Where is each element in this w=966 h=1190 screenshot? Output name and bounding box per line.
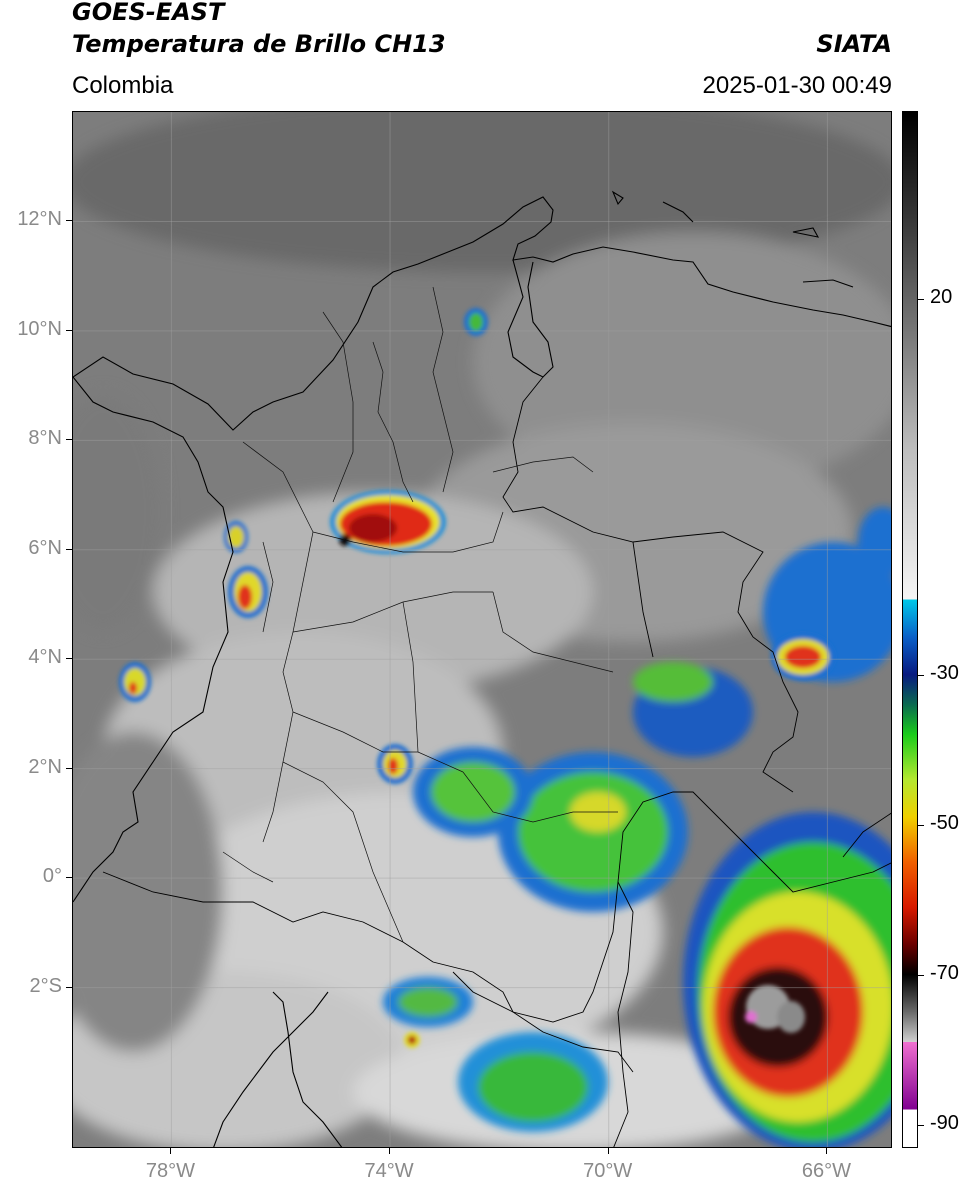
colorbar-tick [918,1125,924,1127]
lon-label: 78°W [145,1160,195,1182]
lat-label: 8°N [28,427,62,450]
colorbar-tick-label: -30 [930,661,959,684]
lat-tick [66,220,72,222]
product-title: Temperatura de Brillo CH13 [72,30,446,58]
region-label: Colombia [72,72,174,99]
lon-label: 70°W [583,1160,633,1182]
colorbar-tick [918,824,924,826]
lat-tick [66,877,72,879]
lon-tick [826,1148,828,1154]
lat-tick [66,658,72,660]
lon-label: 74°W [364,1160,414,1182]
lon-tick [170,1148,172,1154]
cloud-field [73,112,891,1147]
lat-label: 4°N [28,646,62,669]
coastlines [73,190,891,1147]
satellite-title: GOES-EAST [72,0,225,26]
lon-tick [607,1148,609,1154]
lat-label: 2°N [28,755,62,778]
lat-label: 2°S [29,974,62,997]
country-borders [102,376,891,1147]
convective-cells [119,308,891,1147]
lat-tick [66,986,72,988]
agency-label: SIATA [816,30,892,58]
lon-tick [389,1148,391,1154]
datetime-label: 2025-01-30 00:49 [702,72,893,99]
satellite-map [72,111,892,1148]
lat-tick [66,329,72,331]
temperature-colorbar [902,111,918,1148]
lat-label: 0° [42,865,62,888]
lat-label: 10°N [17,317,62,340]
lat-tick [66,767,72,769]
department-borders [222,286,618,943]
colorbar-tick-label: -70 [930,962,959,985]
lat-label: 6°N [28,536,62,559]
lat-tick [66,439,72,441]
graticule [73,112,891,1147]
lat-tick [66,548,72,550]
colorbar-tick [918,298,924,300]
colorbar-tick-label: -50 [930,811,959,834]
lat-label: 12°N [17,208,62,231]
map-canvas [73,112,891,1147]
colorbar-tick [918,674,924,676]
lon-label: 66°W [801,1160,851,1182]
colorbar-tick [918,975,924,977]
colorbar-tick-label: 20 [930,285,953,308]
colorbar-tick-label: -90 [930,1112,959,1135]
